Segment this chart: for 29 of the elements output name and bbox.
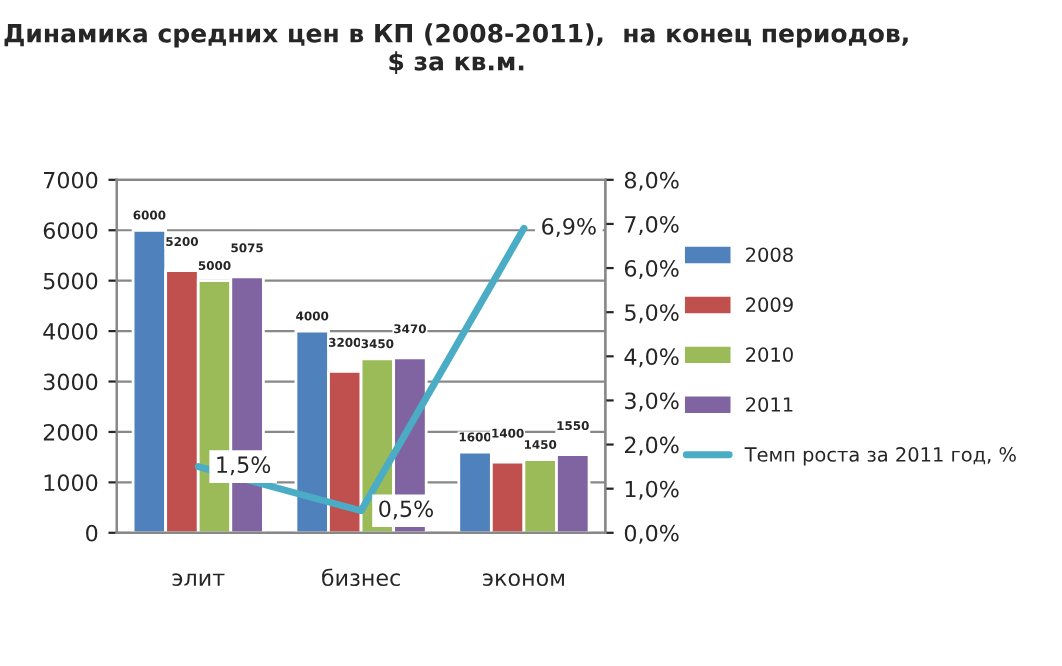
chart-title: Динамика средних цен в КП (2008-2011), на конец периодов, $ за кв.м. — [4, 23, 908, 74]
y2-tick-label: 4,0% — [624, 348, 679, 368]
y-tick-label: 5000 — [43, 272, 98, 290]
x-tick-label: эконом — [483, 573, 564, 587]
x-tick-label: элит — [172, 573, 225, 587]
y2-tick-label: 2,0% — [625, 436, 679, 456]
legend-label: 2009 — [746, 297, 793, 313]
data-label: 0,5% — [379, 500, 433, 520]
y2-tick-label: 3,0% — [625, 392, 679, 412]
y-tick-label: 4000 — [43, 323, 98, 340]
y2-tick-label: 7,0% — [625, 215, 679, 235]
y2-tick-label: 1,0% — [625, 480, 679, 500]
data-label: 1,5% — [217, 456, 271, 476]
legend-label: 2010 — [746, 347, 793, 362]
y-tick-label: 0 — [86, 524, 98, 542]
y2-tick-label: 8,0% — [624, 171, 679, 191]
y-tick-label: 1000 — [44, 474, 98, 492]
data-label: 6,9% — [542, 217, 596, 238]
legend-label: Темп роста за 2011 год, % — [744, 447, 1016, 466]
y-tick-label: 7000 — [44, 171, 98, 189]
y2-tick-label: 0,0% — [624, 524, 679, 544]
y-tick-label: 6000 — [43, 222, 98, 239]
legend-label: 2008 — [746, 247, 793, 263]
y-tick-label: 3000 — [43, 373, 98, 391]
y2-tick-label: 5,0% — [625, 304, 679, 324]
x-tick-label: бизнес — [322, 568, 400, 587]
legend-label: 2011 — [746, 397, 793, 412]
y-tick-label: 2000 — [43, 423, 98, 441]
y2-tick-label: 6,0% — [624, 260, 679, 280]
